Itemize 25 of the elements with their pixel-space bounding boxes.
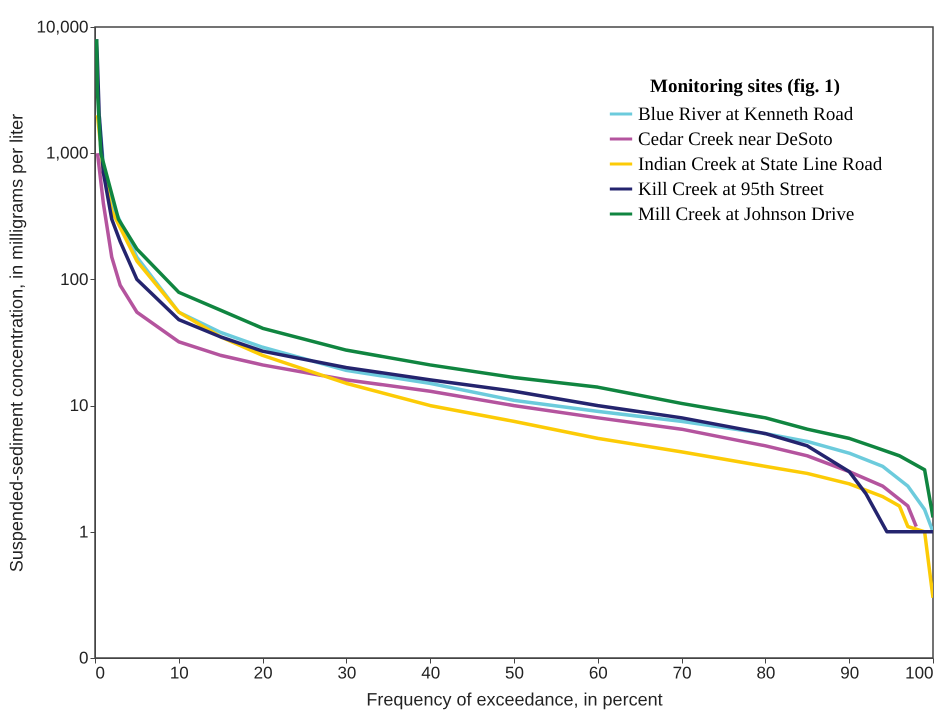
y-tick-label: 10 <box>70 396 88 416</box>
legend-label: Indian Creek at State Line Road <box>638 154 883 175</box>
x-tick-label: 50 <box>505 664 524 682</box>
y-tick-label: 10,000 <box>36 18 88 36</box>
x-tick-label: 10 <box>170 664 189 682</box>
x-tick-label: 60 <box>588 664 608 682</box>
y-tick-label: 1 <box>79 522 88 542</box>
legend-label: Mill Creek at Johnson Drive <box>638 204 854 225</box>
legend-label: Kill Creek at 95th Street <box>638 179 824 200</box>
x-tick-label: 0 <box>96 664 105 682</box>
y-axis-title: Suspended-sediment concentration, in milligrams per liter <box>6 114 27 572</box>
x-tick-label: 80 <box>756 664 776 682</box>
legend-label: Blue River at Kenneth Road <box>638 104 854 125</box>
legend-label: Cedar Creek near DeSoto <box>638 129 833 150</box>
y-tick-label: 1,000 <box>46 144 88 163</box>
x-tick-label: 30 <box>337 664 356 682</box>
y-tick-label: 100 <box>60 270 88 289</box>
x-axis-title: Frequency of exceedance, in percent <box>366 690 663 710</box>
y-tick-label: 0 <box>79 648 88 668</box>
x-tick-label: 20 <box>254 664 273 682</box>
x-tick-label: 100 <box>905 664 934 682</box>
legend-title: Monitoring sites (fig. 1) <box>650 76 840 97</box>
x-tick-label: 90 <box>840 664 860 682</box>
x-tick-label: 40 <box>421 664 440 682</box>
x-tick-label: 70 <box>672 664 692 682</box>
